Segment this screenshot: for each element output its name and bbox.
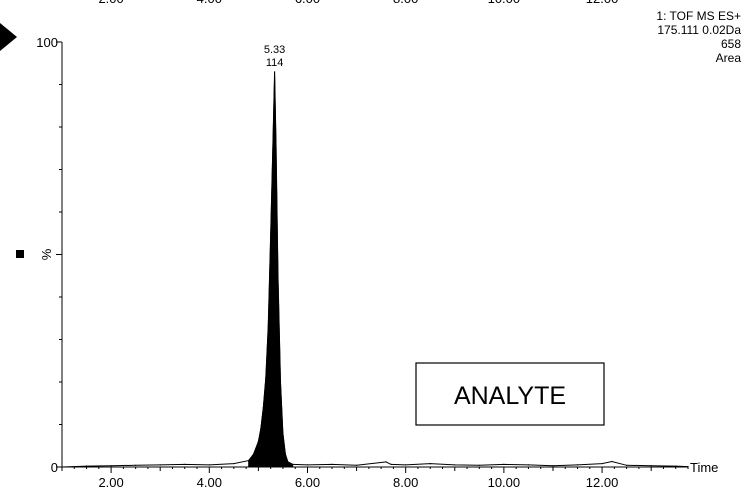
trace-point (454, 464, 456, 466)
x-axis-label: Time (690, 460, 718, 475)
trace-point (135, 464, 137, 466)
y-axis: 0 100% (36, 35, 63, 475)
trace-point (270, 232, 272, 234)
trace-point (208, 464, 210, 466)
trace-point (257, 440, 259, 443)
trace-point (252, 453, 255, 455)
trace-point (159, 464, 161, 466)
trace-point (356, 464, 358, 466)
top-axis-tick-label: 8.00 (393, 0, 418, 6)
trace-layer (61, 71, 689, 468)
info-line: 1: TOF MS ES+ (656, 9, 741, 23)
trace-point (262, 406, 264, 409)
trace-line (61, 71, 689, 468)
trace-point (233, 463, 235, 465)
peak-area (248, 71, 294, 468)
trace-point (552, 465, 554, 467)
trace-point (287, 461, 289, 463)
top-axis-tick-label: 2.00 (98, 0, 123, 6)
trace-point (385, 461, 387, 463)
top-axis: 2.00 4.00 6.00 8.00 10.00 12.00 (98, 0, 618, 6)
x-tick-label: 6.00 (295, 475, 320, 490)
trace-point (601, 463, 603, 465)
trace-point (272, 134, 274, 137)
trace-point (267, 326, 269, 328)
top-axis-tick-label: 12.00 (586, 0, 619, 6)
trace-point (260, 428, 262, 430)
play-triangle-icon (0, 23, 17, 51)
trace-point (626, 464, 628, 466)
peak-area-label: 114 (266, 57, 284, 69)
y-tick-label: 0 (51, 460, 58, 475)
x-tick-label: 4.00 (197, 475, 222, 490)
trace-point (274, 71, 276, 73)
analyte-label: ANALYTE (454, 382, 566, 410)
trace-point (306, 464, 309, 466)
trace-point (478, 464, 480, 466)
trace-point (429, 463, 431, 465)
trace-point (650, 465, 652, 467)
trace-point (390, 463, 392, 465)
x-tick-label: 12.00 (586, 475, 619, 490)
info-line: 658 (721, 37, 741, 51)
trace-point (110, 465, 112, 467)
trace-point (282, 432, 284, 434)
y-axis-label: % (39, 248, 54, 260)
trace-point (527, 464, 530, 466)
square-icon (16, 250, 24, 258)
trace-point (275, 147, 277, 149)
trace-point (503, 463, 505, 465)
x-tick-label: 8.00 (393, 475, 418, 490)
trace-point (265, 377, 267, 379)
trace-point (61, 466, 63, 468)
analyte-box: ANALYTE (415, 362, 605, 426)
trace-point (277, 275, 279, 277)
info-line: 175.111 0.02Da (657, 23, 741, 37)
trace-point (687, 466, 689, 468)
x-tick-label: 2.00 (98, 475, 123, 490)
trace-point (248, 460, 250, 462)
trace-point (611, 460, 613, 463)
trace-point (85, 465, 88, 467)
trace-point (675, 465, 677, 467)
x-axis: 2.00 4.00 6.00 8.00 10.00 12.00 Time (61, 460, 718, 490)
info-line: Area (716, 51, 742, 65)
trace-point (184, 463, 186, 465)
y-tick-label: 100 (36, 35, 58, 50)
trace-point (576, 464, 579, 466)
trace-point (292, 463, 294, 465)
top-axis-tick-label: 10.00 (488, 0, 521, 6)
top-axis-tick-label: 6.00 (295, 0, 320, 6)
trace-point (284, 453, 286, 455)
trace-point (279, 381, 282, 383)
peak-time-label: 5.33 (264, 44, 285, 56)
trace-point (405, 464, 407, 466)
trace-point (331, 463, 333, 465)
x-tick-label: 10.00 (488, 475, 521, 490)
top-axis-tick-label: 4.00 (197, 0, 222, 6)
